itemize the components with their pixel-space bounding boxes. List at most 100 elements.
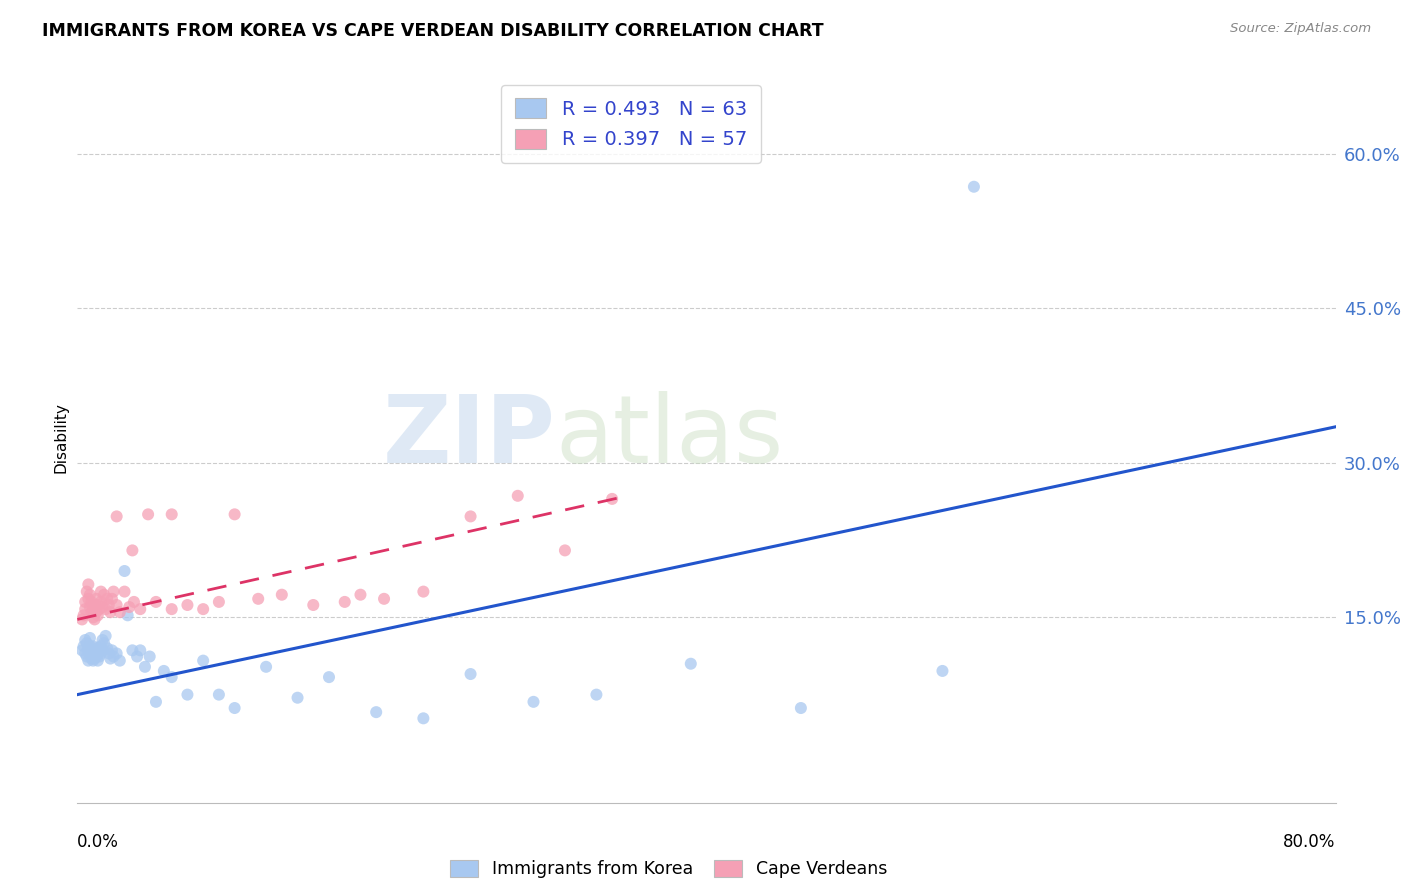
Point: [103, 649, 125, 664]
Point: [82, 639, 104, 653]
Point: [963, 179, 986, 194]
Point: [121, 643, 143, 657]
Point: [75, 647, 97, 661]
Point: [129, 643, 152, 657]
Point: [83, 651, 105, 665]
Point: [108, 605, 131, 619]
Point: [129, 602, 152, 616]
Point: [318, 670, 340, 684]
Point: [90, 584, 112, 599]
Point: [460, 667, 482, 681]
Point: [94, 629, 117, 643]
Point: [191, 602, 215, 616]
Point: [89, 602, 111, 616]
Point: [91, 643, 114, 657]
Point: [76, 584, 98, 599]
Point: [176, 688, 198, 702]
Point: [790, 701, 813, 715]
Text: 0.0%: 0.0%: [77, 833, 120, 851]
Point: [93, 588, 115, 602]
Point: [160, 508, 183, 522]
Point: [101, 591, 124, 606]
Point: [77, 577, 100, 591]
Point: [70, 643, 93, 657]
Text: atlas: atlas: [555, 391, 783, 483]
Point: [79, 631, 101, 645]
Point: [91, 633, 114, 648]
Point: [145, 695, 167, 709]
Point: [254, 660, 277, 674]
Point: [114, 584, 136, 599]
Legend: R = 0.493   N = 63, R = 0.397   N = 57: R = 0.493 N = 63, R = 0.397 N = 57: [502, 85, 761, 162]
Point: [87, 608, 110, 623]
Point: [77, 641, 100, 656]
Point: [931, 664, 953, 678]
Point: [80, 605, 103, 619]
Point: [105, 647, 128, 661]
Point: [87, 654, 110, 668]
Point: [83, 612, 105, 626]
Text: ZIP: ZIP: [382, 391, 555, 483]
Point: [105, 598, 128, 612]
Point: [79, 639, 101, 653]
Point: [145, 595, 167, 609]
Point: [89, 641, 111, 656]
Point: [287, 690, 309, 705]
Point: [134, 660, 156, 674]
Text: 80.0%: 80.0%: [1284, 833, 1336, 851]
Point: [679, 657, 702, 671]
Point: [75, 595, 97, 609]
Point: [108, 654, 131, 668]
Point: [98, 651, 121, 665]
Point: [90, 595, 112, 609]
Point: [89, 649, 111, 664]
Text: Source: ZipAtlas.com: Source: ZipAtlas.com: [1230, 22, 1371, 36]
Point: [84, 591, 107, 606]
Point: [333, 595, 356, 609]
Point: [121, 543, 143, 558]
Point: [302, 598, 325, 612]
Point: [349, 588, 371, 602]
Point: [77, 591, 100, 606]
Point: [600, 491, 623, 506]
Point: [80, 595, 103, 609]
Point: [96, 591, 118, 606]
Point: [138, 649, 160, 664]
Point: [84, 649, 107, 664]
Point: [105, 509, 128, 524]
Point: [84, 641, 107, 656]
Point: [373, 591, 395, 606]
Point: [79, 600, 101, 615]
Point: [83, 598, 105, 612]
Point: [117, 608, 139, 623]
Point: [80, 643, 103, 657]
Point: [208, 688, 231, 702]
Point: [412, 711, 434, 725]
Point: [122, 595, 145, 609]
Point: [76, 636, 98, 650]
Point: [72, 608, 94, 623]
Point: [91, 600, 114, 615]
Point: [585, 688, 607, 702]
Point: [70, 612, 93, 626]
Point: [72, 639, 94, 653]
Point: [94, 602, 117, 616]
Y-axis label: Disability: Disability: [53, 401, 69, 473]
Point: [83, 643, 105, 657]
Point: [412, 584, 434, 599]
Point: [77, 654, 100, 668]
Point: [87, 598, 110, 612]
Point: [97, 647, 120, 661]
Point: [103, 584, 125, 599]
Point: [75, 633, 97, 648]
Point: [460, 509, 482, 524]
Point: [160, 670, 183, 684]
Point: [224, 701, 246, 715]
Point: [97, 598, 120, 612]
Point: [90, 647, 112, 661]
Point: [506, 489, 529, 503]
Point: [153, 664, 176, 678]
Point: [160, 602, 183, 616]
Point: [82, 654, 104, 668]
Point: [82, 647, 104, 661]
